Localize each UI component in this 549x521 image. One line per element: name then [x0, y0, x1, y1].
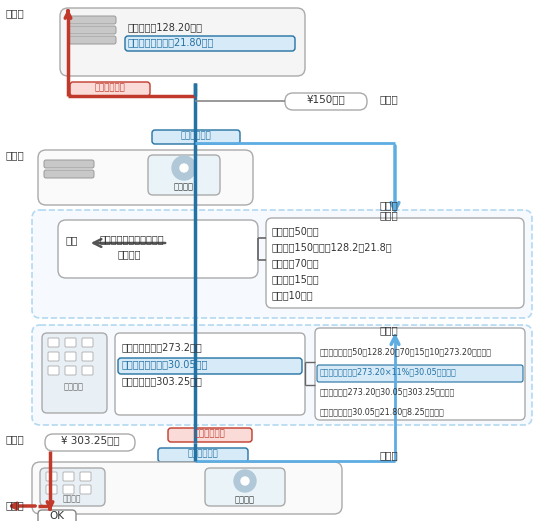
- Text: 供货商的销项: 供货商的销项: [94, 83, 125, 92]
- Text: 承包人: 承包人: [380, 210, 399, 220]
- Text: 除税价格：128.20万元: 除税价格：128.20万元: [128, 22, 203, 32]
- Text: 工程总造价：273.20＋30.05＝303.25（万元）: 工程总造价：273.20＋30.05＝303.25（万元）: [320, 387, 455, 396]
- FancyBboxPatch shape: [48, 352, 59, 361]
- Text: 发包人: 发包人: [5, 500, 24, 510]
- FancyBboxPatch shape: [285, 93, 367, 110]
- FancyBboxPatch shape: [48, 366, 59, 375]
- Text: 人工费：50万元: 人工费：50万元: [272, 226, 320, 236]
- Text: 利润：10万元: 利润：10万元: [272, 290, 313, 300]
- FancyBboxPatch shape: [68, 16, 116, 24]
- Text: 专用发票: 专用发票: [235, 495, 255, 504]
- Text: 税前工程造价：273.2万元: 税前工程造价：273.2万元: [122, 342, 203, 352]
- Text: 承包人: 承包人: [380, 200, 399, 210]
- Text: ¥150万元: ¥150万元: [307, 94, 345, 104]
- Text: 应税服务: 应税服务: [64, 382, 84, 391]
- Text: 增值税销项税额：21.80万元: 增值税销项税额：21.80万元: [128, 37, 214, 47]
- FancyBboxPatch shape: [80, 485, 91, 494]
- FancyBboxPatch shape: [82, 366, 93, 375]
- Text: 工程总造价：303.25万元: 工程总造价：303.25万元: [122, 376, 203, 386]
- FancyBboxPatch shape: [44, 160, 94, 168]
- Text: OK: OK: [49, 511, 64, 521]
- FancyBboxPatch shape: [63, 472, 74, 481]
- FancyBboxPatch shape: [315, 328, 525, 420]
- FancyBboxPatch shape: [68, 26, 116, 34]
- FancyBboxPatch shape: [60, 8, 305, 76]
- Circle shape: [172, 156, 196, 180]
- Text: 管理费：15万元: 管理费：15万元: [272, 274, 320, 284]
- FancyBboxPatch shape: [82, 352, 93, 361]
- FancyBboxPatch shape: [82, 338, 93, 347]
- Text: 专用发票: 专用发票: [174, 182, 194, 191]
- Text: 税前工程造价：50＋128.20＋70＋15＋10＝273.20（万元）: 税前工程造价：50＋128.20＋70＋15＋10＝273.20（万元）: [320, 347, 492, 356]
- FancyBboxPatch shape: [205, 468, 285, 506]
- Circle shape: [180, 164, 188, 172]
- FancyBboxPatch shape: [152, 130, 240, 144]
- Text: 发包人: 发包人: [5, 434, 24, 444]
- Text: 承包人的进项: 承包人的进项: [181, 131, 211, 140]
- FancyBboxPatch shape: [38, 150, 253, 205]
- Text: 增值税销项税额：30.05万元: 增值税销项税额：30.05万元: [122, 359, 209, 369]
- Text: 承包人: 承包人: [380, 325, 399, 335]
- Text: 增值税销项税额：273.20×11%＝30.05（万元）: 增值税销项税额：273.20×11%＝30.05（万元）: [320, 367, 457, 376]
- Text: 承包人: 承包人: [380, 94, 399, 104]
- FancyBboxPatch shape: [158, 448, 248, 462]
- Text: 施工: 施工: [66, 235, 79, 245]
- FancyBboxPatch shape: [46, 472, 57, 481]
- FancyBboxPatch shape: [148, 155, 220, 195]
- FancyBboxPatch shape: [70, 82, 150, 96]
- Text: ¥ 303.25万元: ¥ 303.25万元: [61, 435, 119, 445]
- FancyBboxPatch shape: [125, 36, 295, 51]
- Circle shape: [234, 470, 256, 492]
- Text: 供货商: 供货商: [5, 8, 24, 18]
- Text: 承包人的销项: 承包人的销项: [195, 429, 226, 438]
- FancyBboxPatch shape: [266, 218, 524, 308]
- FancyBboxPatch shape: [168, 428, 252, 442]
- Text: 应纳增值税额：30.05－21.80＝8.25（万元）: 应纳增值税额：30.05－21.80＝8.25（万元）: [320, 407, 445, 416]
- Text: 应税服务: 应税服务: [63, 494, 81, 503]
- Text: 机械费：70万元: 机械费：70万元: [272, 258, 320, 268]
- FancyBboxPatch shape: [65, 366, 76, 375]
- FancyBboxPatch shape: [32, 210, 532, 318]
- Text: 应税服务: 应税服务: [118, 249, 142, 259]
- FancyBboxPatch shape: [32, 325, 532, 425]
- Text: 承包人: 承包人: [380, 450, 399, 460]
- FancyBboxPatch shape: [46, 485, 57, 494]
- Circle shape: [241, 477, 249, 485]
- FancyBboxPatch shape: [32, 462, 342, 514]
- FancyBboxPatch shape: [65, 338, 76, 347]
- FancyBboxPatch shape: [65, 352, 76, 361]
- FancyBboxPatch shape: [45, 434, 135, 451]
- Text: 材料费：150万元（128.2＋21.8）: 材料费：150万元（128.2＋21.8）: [272, 242, 393, 252]
- FancyBboxPatch shape: [58, 220, 258, 278]
- Text: 发包人的进项: 发包人的进项: [188, 449, 219, 458]
- FancyBboxPatch shape: [118, 358, 302, 374]
- FancyBboxPatch shape: [48, 338, 59, 347]
- FancyBboxPatch shape: [317, 365, 523, 382]
- FancyBboxPatch shape: [44, 170, 94, 178]
- Text: 人工、材料、机械、管理: 人工、材料、机械、管理: [100, 234, 165, 244]
- FancyBboxPatch shape: [40, 468, 105, 506]
- FancyBboxPatch shape: [80, 472, 91, 481]
- FancyBboxPatch shape: [68, 36, 116, 44]
- Text: 供货商: 供货商: [5, 150, 24, 160]
- FancyBboxPatch shape: [42, 333, 107, 413]
- FancyBboxPatch shape: [115, 333, 305, 415]
- FancyBboxPatch shape: [63, 485, 74, 494]
- FancyBboxPatch shape: [38, 510, 76, 521]
